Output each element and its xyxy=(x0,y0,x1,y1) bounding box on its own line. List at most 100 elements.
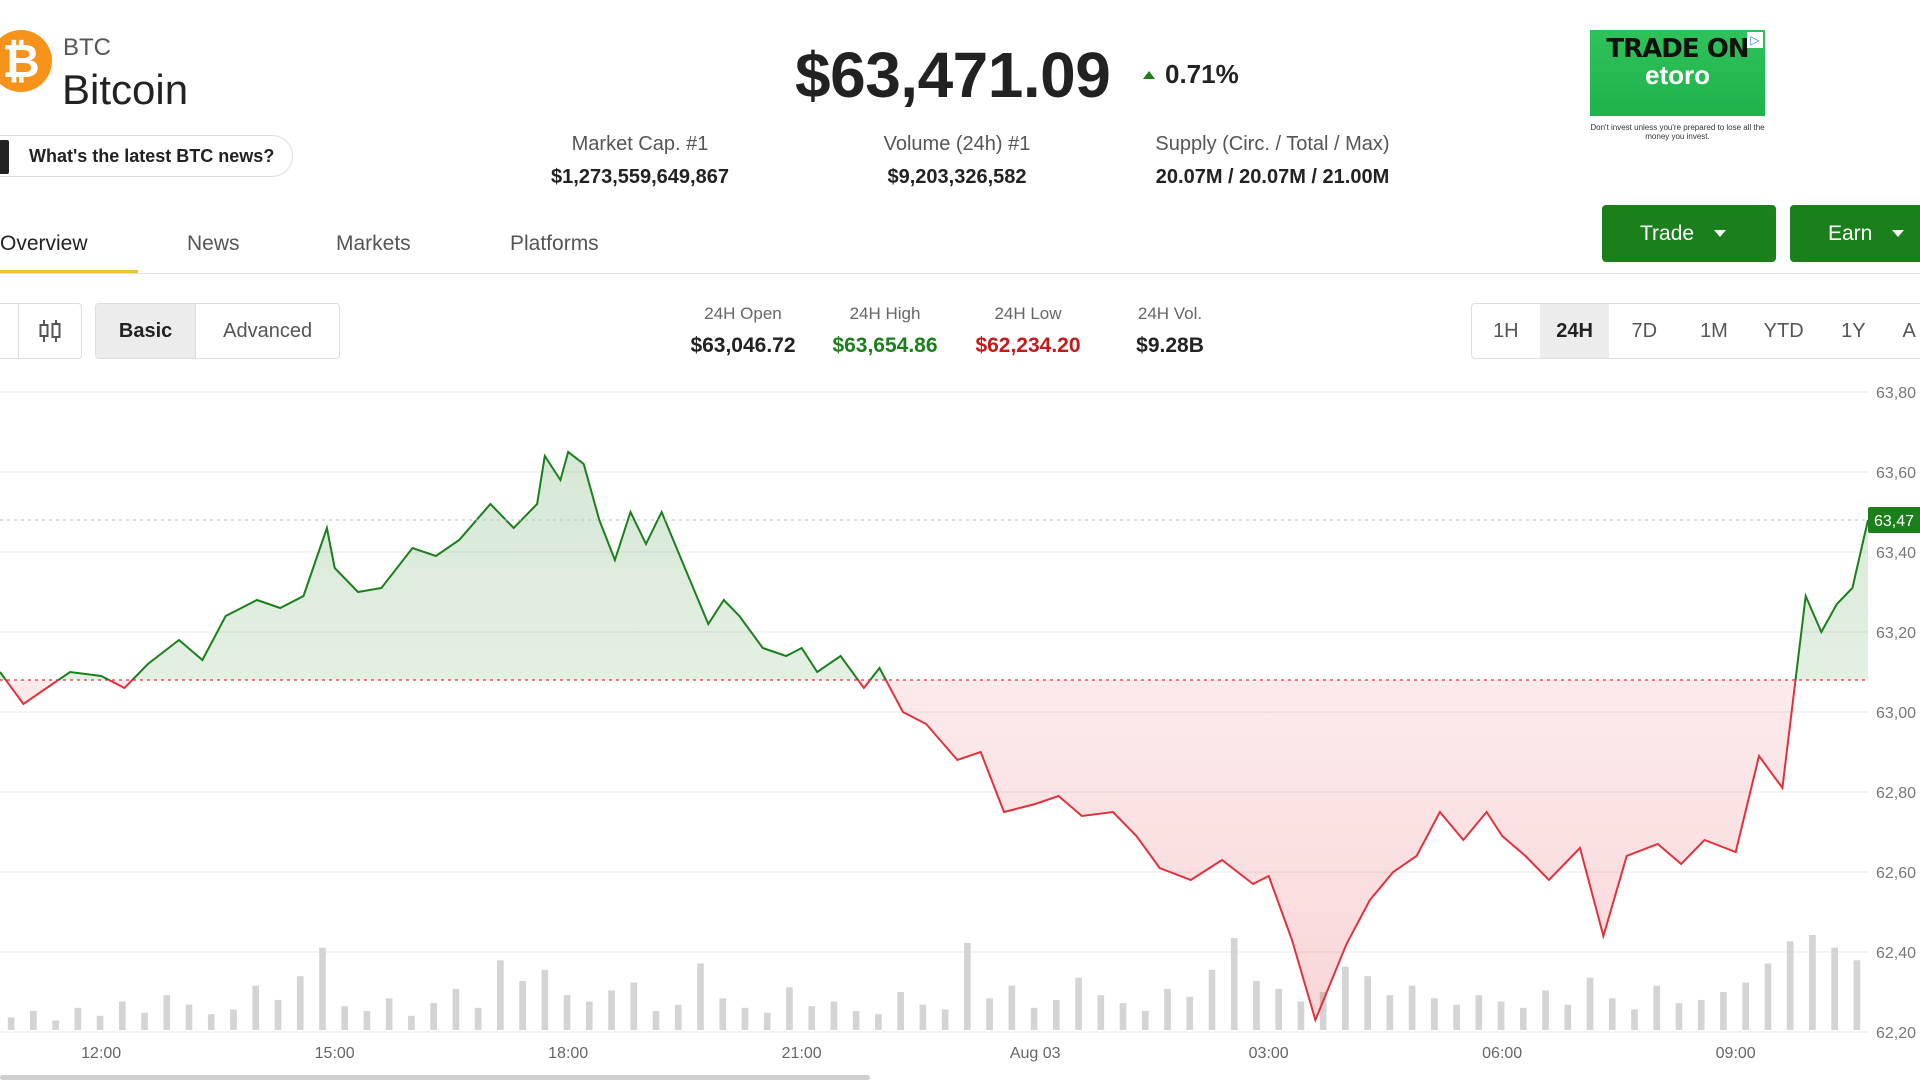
volume-bar xyxy=(941,1009,949,1030)
earn-label: Earn xyxy=(1828,221,1873,245)
tab-divider xyxy=(0,273,1920,274)
supply-value: 20.07M / 20.07M / 21.00M xyxy=(1155,166,1390,188)
volume-bar xyxy=(118,1001,126,1030)
current-price: $63,471.09 xyxy=(795,39,1111,111)
chart-scrollbar[interactable] xyxy=(0,1075,870,1080)
range-1m[interactable]: 1M xyxy=(1700,319,1728,342)
advanced-view-button[interactable]: Advanced xyxy=(195,304,339,358)
current-price-tag xyxy=(1868,507,1920,533)
volume-bar xyxy=(1119,1003,1127,1030)
volume-bar xyxy=(630,982,638,1030)
trade-label: Trade xyxy=(1640,221,1695,245)
high-stat: 24H High $63,654.86 xyxy=(815,304,955,358)
range-1h[interactable]: 1H xyxy=(1493,319,1519,342)
market-cap-stat: Market Cap. #1 $1,273,559,649,867 xyxy=(535,133,745,189)
volume-bar xyxy=(408,1015,415,1030)
tab-news[interactable]: News xyxy=(187,232,240,255)
market-cap-value: $1,273,559,649,867 xyxy=(551,166,729,188)
volume-bar xyxy=(1030,1007,1038,1030)
y-tick-label: 63,40 xyxy=(1876,545,1916,562)
view-mode-toggle: Basic Advanced xyxy=(95,303,340,359)
range-ytd[interactable]: YTD xyxy=(1763,319,1804,342)
volume-bar xyxy=(541,969,549,1030)
volume-bar xyxy=(230,1009,237,1030)
volume-bar xyxy=(964,942,971,1030)
earn-button[interactable]: Earn xyxy=(1790,205,1920,262)
volume-bar xyxy=(1453,1004,1460,1030)
y-tick-label: 63,60 xyxy=(1876,465,1916,482)
volume-bar xyxy=(763,1012,771,1030)
volume-bar xyxy=(7,1017,15,1030)
volume-bar xyxy=(1742,982,1750,1030)
price-chart[interactable]: 63,80 63,60 63,40 63,20 63,00 62,80 62,60 62,40… xyxy=(0,370,1920,1070)
range-1y[interactable]: 1Y xyxy=(1841,319,1866,342)
ad-line1: TRADE ON xyxy=(1606,34,1749,64)
trade-button[interactable]: Trade xyxy=(1602,205,1776,262)
open-label: 24H Open xyxy=(704,304,782,323)
tab-platforms[interactable]: Platforms xyxy=(510,232,599,255)
volume-bar xyxy=(1319,992,1327,1030)
volume-bar xyxy=(1831,947,1838,1030)
x-tick-label: 09:00 xyxy=(1716,1045,1756,1062)
chart-type-toggle xyxy=(0,303,82,359)
vol-label: 24H Vol. xyxy=(1137,304,1203,323)
volume-bar xyxy=(1519,1007,1527,1030)
volume-bar xyxy=(1497,1001,1505,1030)
ad-choices-icon[interactable]: ▷ xyxy=(1747,32,1763,48)
tab-overview[interactable]: Overview xyxy=(0,232,88,255)
volume-bar xyxy=(1008,985,1016,1030)
y-tick-label: 63,80 xyxy=(1876,385,1916,402)
latest-news-button[interactable]: What's the latest BTC news? xyxy=(0,135,294,177)
volume-bar xyxy=(1275,988,1283,1030)
range-7d[interactable]: 7D xyxy=(1631,319,1658,342)
price-change: 0.71% xyxy=(1143,59,1239,90)
volume-bar xyxy=(1408,985,1416,1030)
volume-bar xyxy=(252,985,260,1030)
price-line-down xyxy=(4,680,1797,1024)
chevron-down-icon xyxy=(1892,230,1905,237)
low-stat: 24H Low $62,234.20 xyxy=(958,304,1098,358)
etoro-ad-banner[interactable]: ▷ TRADE ON etoro Don't invest unless you… xyxy=(1590,30,1765,141)
active-tab-indicator xyxy=(0,270,138,273)
volume-bar xyxy=(986,998,993,1030)
range-all[interactable]: A xyxy=(1902,319,1916,342)
volume-24h-stat: 24H Vol. $9.28B xyxy=(1110,304,1230,358)
volume-bar xyxy=(919,1004,927,1030)
volume-bar xyxy=(1586,977,1594,1030)
tab-markets[interactable]: Markets xyxy=(336,232,411,255)
volume-bar xyxy=(697,963,704,1030)
volume-bar xyxy=(674,1004,682,1030)
low-value: $62,234.20 xyxy=(975,334,1081,357)
volume-bar xyxy=(1364,976,1371,1030)
volume-bar xyxy=(1164,988,1171,1030)
volume-bar xyxy=(1297,1001,1305,1030)
chevron-down-icon xyxy=(1714,230,1727,237)
x-tick-label: 18:00 xyxy=(548,1045,588,1062)
high-value: $63,654.86 xyxy=(832,334,938,357)
volume-bar xyxy=(363,1011,371,1030)
volume-bar xyxy=(1720,992,1727,1030)
basic-view-button[interactable]: Basic xyxy=(96,304,196,358)
candlestick-toggle[interactable] xyxy=(18,304,81,358)
volume-bar xyxy=(1697,999,1705,1030)
volume-bar xyxy=(1653,985,1661,1030)
candlestick-icon xyxy=(39,320,61,342)
low-label: 24H Low xyxy=(994,304,1062,323)
volume-bar xyxy=(608,990,615,1030)
volume-bar xyxy=(1853,960,1861,1030)
ad-disclaimer: Don't invest unless you're prepared to l… xyxy=(1590,123,1765,141)
news-bar-icon xyxy=(0,140,9,174)
line-chart-toggle[interactable] xyxy=(0,304,18,358)
volume-bar xyxy=(1075,977,1082,1030)
y-tick-label: 62,40 xyxy=(1876,945,1916,962)
volume-label: Volume (24h) #1 xyxy=(883,133,1031,155)
volume-bar xyxy=(875,1014,882,1030)
volume-bar xyxy=(652,1011,660,1030)
volume-bar xyxy=(1208,969,1216,1030)
volume-bar xyxy=(185,1004,193,1030)
volume-bar xyxy=(341,1006,349,1030)
current-price-label: 63,47 xyxy=(1874,513,1914,530)
range-24h[interactable]: 24H xyxy=(1539,304,1610,358)
price-line-up xyxy=(0,450,1869,680)
volume-bar xyxy=(719,998,727,1030)
